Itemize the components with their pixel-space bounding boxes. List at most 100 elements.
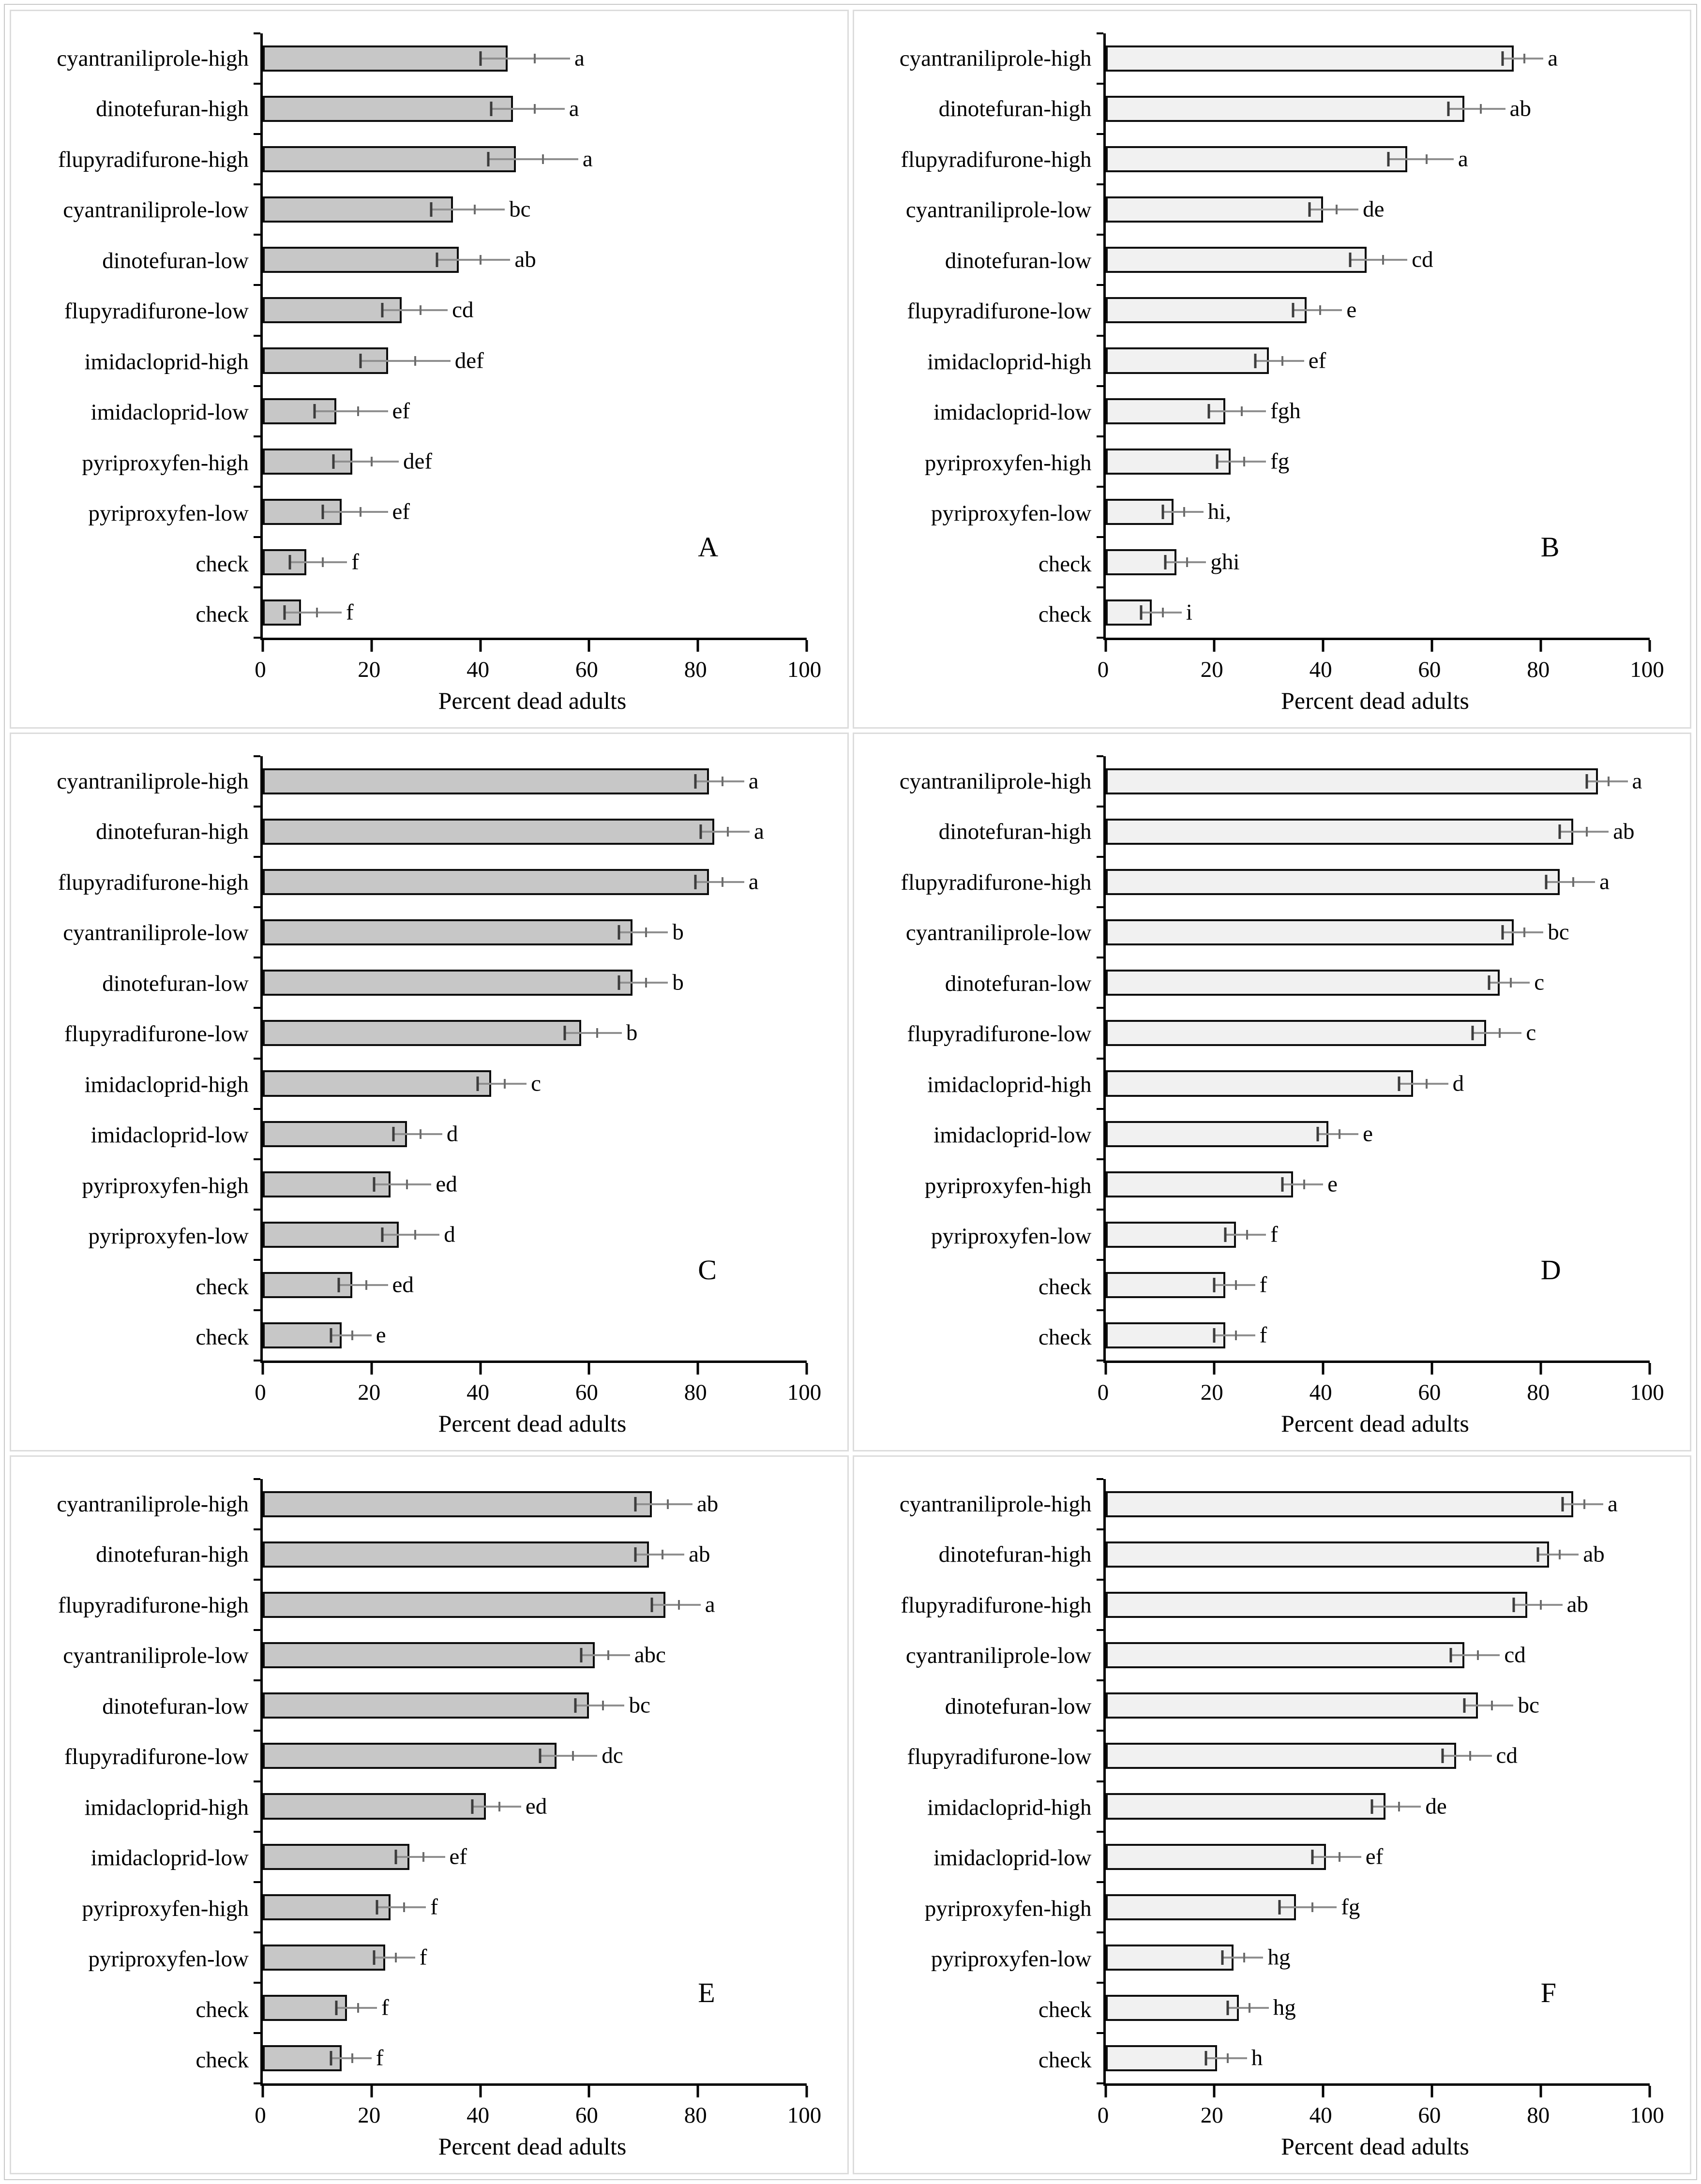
x-axis-tick-label: 0 (255, 1380, 266, 1405)
error-bar-line (1214, 1284, 1255, 1286)
category-label: imidacloprid-low (933, 1122, 1092, 1148)
significance-letter: fg (1341, 1894, 1360, 1920)
y-axis-tick (254, 485, 260, 488)
y-axis-tick (1096, 1107, 1103, 1110)
x-axis-tick (1322, 1363, 1325, 1375)
error-bar-left-cap (1561, 1497, 1564, 1512)
error-bar-line (393, 1133, 442, 1135)
error-bar-right-cap (414, 356, 416, 366)
y-axis-tick (1096, 536, 1103, 538)
category-label: imidacloprid-high (927, 1795, 1092, 1820)
bar (263, 1894, 391, 1920)
figure-frame: cyantraniliprole-high dinotefuran-high flu… (4, 4, 1697, 2180)
x-axis-tick-label: 100 (787, 657, 822, 682)
y-axis-tick (254, 234, 260, 236)
error-bar-right-cap (677, 1600, 680, 1610)
error-bar-right-cap (351, 2053, 354, 2063)
y-axis-tick (254, 755, 260, 757)
error-bar-right-cap (1477, 1650, 1479, 1660)
x-axis-tick (805, 2086, 808, 2097)
x-axis-tick (1430, 1363, 1433, 1375)
error-bar-left-cap (1226, 2000, 1229, 2015)
x-axis-tick (1648, 640, 1651, 652)
category-label: dinotefuran-high (938, 819, 1092, 845)
y-axis-tick (254, 957, 260, 959)
category-label: check (196, 1274, 249, 1300)
error-bar-line (1350, 259, 1408, 261)
significance-letter: a (705, 1592, 715, 1617)
category-label: flupyradifurone-high (58, 1592, 249, 1618)
y-axis-tick (254, 1679, 260, 1682)
error-bar-right-cap (1338, 1129, 1340, 1139)
significance-letter: hg (1273, 1995, 1296, 2020)
category-label: check (196, 602, 249, 628)
x-axis-tick-label: 0 (1097, 2103, 1109, 2128)
error-bar-line (361, 359, 451, 362)
error-bar-left-cap (1161, 504, 1164, 519)
error-bar-right-cap (721, 877, 723, 887)
category-label: imidacloprid-low (90, 1122, 249, 1148)
y-axis-tick (254, 1007, 260, 1009)
category-label: imidacloprid-high (84, 1072, 249, 1097)
error-bar-left-cap (330, 1328, 332, 1343)
category-label: cyantraniliprole-low (905, 920, 1092, 946)
error-bar-line (336, 2006, 377, 2009)
chart-body: cyantraniliprole-high dinotefuran-high flu… (11, 755, 847, 1375)
x-axis-tick-label: 80 (684, 1380, 707, 1405)
bar (1105, 1743, 1457, 1769)
y-axis-tick (1096, 856, 1103, 858)
category-label: dinotefuran-high (96, 96, 249, 122)
y-axis-tick (1096, 2082, 1103, 2084)
bar (1105, 819, 1574, 845)
significance-letter: ed (525, 1794, 547, 1819)
error-bar-line (1255, 359, 1304, 362)
error-bar-line (695, 780, 744, 783)
error-bar-right-cap (395, 1952, 397, 1962)
category-label: cyantraniliprole-low (905, 197, 1092, 223)
bar-row: bc (1105, 1680, 1650, 1731)
significance-letter: fg (1270, 449, 1290, 474)
significance-letter: a (574, 45, 585, 71)
chart-panel-E: cyantraniliprole-high dinotefuran-high flu… (10, 1455, 849, 2174)
y-axis-tick (1096, 183, 1103, 186)
error-bar-line (700, 831, 750, 833)
error-bar-right-cap (498, 1801, 500, 1811)
x-axis-tick-label: 80 (684, 657, 707, 682)
bar (1105, 1221, 1236, 1248)
category-label: dinotefuran-low (945, 248, 1092, 273)
error-bar-right-cap (479, 255, 482, 265)
error-bar-line (575, 1705, 625, 1707)
bar (263, 146, 516, 173)
error-bar-left-cap (1585, 774, 1588, 789)
bar (263, 1793, 486, 1820)
x-axis-tick (261, 640, 264, 652)
x-axis-tick-label: 20 (1200, 2103, 1223, 2128)
significance-letter: f (1259, 1272, 1267, 1298)
error-bar-left-cap (563, 1026, 566, 1041)
y-axis-tick (1096, 334, 1103, 337)
y-axis-tick (1096, 586, 1103, 588)
error-bar-line (619, 931, 668, 934)
x-axis-tick (1104, 640, 1107, 652)
error-bar-right-cap (1539, 1600, 1542, 1610)
category-label: check (1038, 551, 1092, 577)
y-axis-tick (1096, 637, 1103, 639)
category-label: dinotefuran-low (945, 971, 1092, 996)
y-axis-tick (1096, 1528, 1103, 1531)
error-bar-line (1372, 1805, 1421, 1808)
x-axis-tick-label: 0 (1097, 657, 1109, 682)
bar (1105, 768, 1598, 795)
y-axis-tick (254, 183, 260, 186)
bar-row: a (1105, 1479, 1650, 1529)
bar-row: f (1105, 1310, 1650, 1361)
error-bar-right-cap (1246, 1229, 1248, 1240)
x-axis-title: Percent dead adults (438, 1410, 627, 1437)
plot-area: E ab ab a abc bc dc ed ef f f f f (254, 1478, 808, 2097)
x-axis-tick-label: 20 (1200, 657, 1223, 682)
bar-row: hg (1105, 1932, 1650, 1983)
error-bar-line (1225, 1233, 1266, 1236)
x-axis-tick-labels: 0 20 40 60 80 100 (255, 2086, 821, 2134)
bar (263, 1592, 665, 1618)
error-bar-line (491, 108, 565, 110)
error-bar-right-cap (1480, 104, 1482, 114)
